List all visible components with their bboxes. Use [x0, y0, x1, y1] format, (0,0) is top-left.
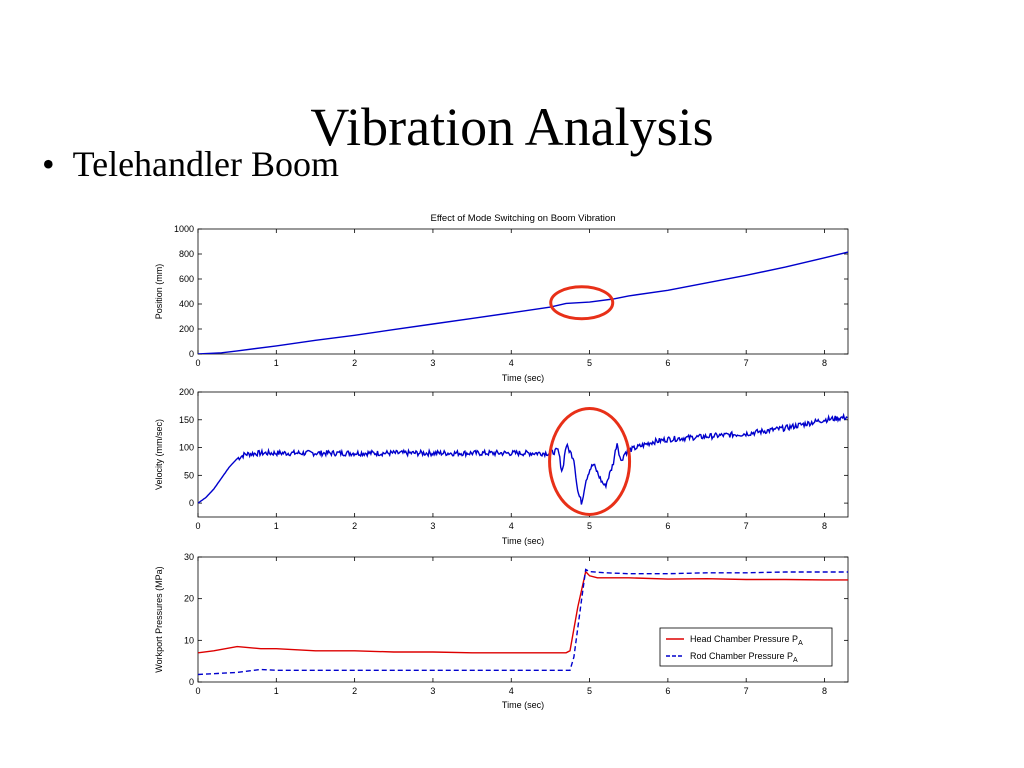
- bullet-text: Telehandler Boom: [72, 144, 340, 184]
- x-tick-label: 1: [274, 358, 279, 368]
- x-axis-label: Time (sec): [502, 373, 544, 383]
- x-tick-label: 3: [430, 686, 435, 696]
- chart-title: Effect of Mode Switching on Boom Vibrati…: [430, 213, 615, 224]
- y-tick-label: 200: [179, 387, 194, 397]
- y-tick-label: 0: [189, 498, 194, 508]
- x-tick-label: 2: [352, 686, 357, 696]
- x-tick-label: 7: [744, 686, 749, 696]
- x-tick-label: 1: [274, 686, 279, 696]
- y-axis-label: Workport Pressures (MPa): [154, 566, 164, 672]
- x-tick-label: 2: [352, 358, 357, 368]
- x-tick-label: 7: [744, 358, 749, 368]
- x-tick-label: 3: [430, 358, 435, 368]
- legend-box: [659, 627, 833, 667]
- y-tick-label: 0: [189, 677, 194, 687]
- y-tick-label: 1000: [174, 224, 194, 234]
- y-tick-label: 600: [179, 274, 194, 284]
- series-line-1: [198, 412, 848, 505]
- y-tick-label: 200: [179, 324, 194, 334]
- y-tick-label: 400: [179, 299, 194, 309]
- x-tick-label: 5: [587, 521, 592, 531]
- series-group: [198, 568, 848, 676]
- legend-label-text: Rod Chamber Pressure P: [690, 651, 793, 661]
- x-tick-label: 4: [509, 521, 514, 531]
- plot-area: [197, 228, 849, 355]
- x-tick-label: 7: [744, 521, 749, 531]
- x-tick-label: 8: [822, 358, 827, 368]
- x-tick-label: 5: [587, 686, 592, 696]
- x-tick-label: 8: [822, 686, 827, 696]
- series-group: [198, 412, 848, 505]
- series-line-1: [198, 570, 848, 654]
- legend-label: Rod Chamber Pressure PA: [690, 651, 798, 664]
- x-tick-label: 4: [509, 358, 514, 368]
- x-tick-label: 5: [587, 358, 592, 368]
- highlight-ellipse: [549, 285, 615, 321]
- chart-panel-2: 0 1 2 3 4 5 6 7 8 0 50 100 150 200 Time (sec) Velocity …: [154, 387, 849, 546]
- highlight-ellipse: [548, 406, 632, 516]
- x-tick-label: 8: [822, 521, 827, 531]
- x-tick-label: 0: [195, 686, 200, 696]
- x-tick-label: 2: [352, 521, 357, 531]
- legend-label-subscript: A: [793, 657, 798, 664]
- bullet-item: • Telehandler Boom: [42, 144, 340, 185]
- chart-panel-1: 0 1 2 3 4 5 6 7 8 0 200 400 600 800 1000 Effect of Mode…: [154, 213, 849, 383]
- y-tick-label: 150: [179, 415, 194, 425]
- x-tick-label: 0: [195, 358, 200, 368]
- y-tick-label: 0: [189, 349, 194, 359]
- y-tick-label: 20: [184, 594, 194, 604]
- slide-title: Vibration Analysis: [310, 97, 714, 157]
- y-axis-label: Velocity (mm/sec): [154, 419, 164, 490]
- series-line-2: [198, 568, 848, 676]
- x-tick-label: 1: [274, 521, 279, 531]
- x-tick-label: 0: [195, 521, 200, 531]
- bullet-dot: •: [42, 144, 55, 184]
- x-tick-label: 6: [665, 358, 670, 368]
- y-axis-label: Position (mm): [154, 264, 164, 320]
- legend-label-subscript: A: [798, 640, 803, 647]
- y-tick-label: 100: [179, 443, 194, 453]
- x-tick-label: 6: [665, 686, 670, 696]
- x-tick-label: 4: [509, 686, 514, 696]
- legend-label-text: Head Chamber Pressure P: [690, 634, 798, 644]
- y-tick-label: 50: [184, 470, 194, 480]
- y-tick-label: 800: [179, 249, 194, 259]
- x-axis-label: Time (sec): [502, 700, 544, 710]
- legend-label: Head Chamber Pressure PA: [690, 634, 803, 647]
- x-axis-label: Time (sec): [502, 536, 544, 546]
- x-tick-label: 3: [430, 521, 435, 531]
- chart-panel-3: 0 1 2 3 4 5 6 7 8 0 10 20 30 Time (sec) Workport Press…: [154, 552, 849, 710]
- y-tick-label: 30: [184, 552, 194, 562]
- y-tick-label: 10: [184, 635, 194, 645]
- x-tick-label: 6: [665, 521, 670, 531]
